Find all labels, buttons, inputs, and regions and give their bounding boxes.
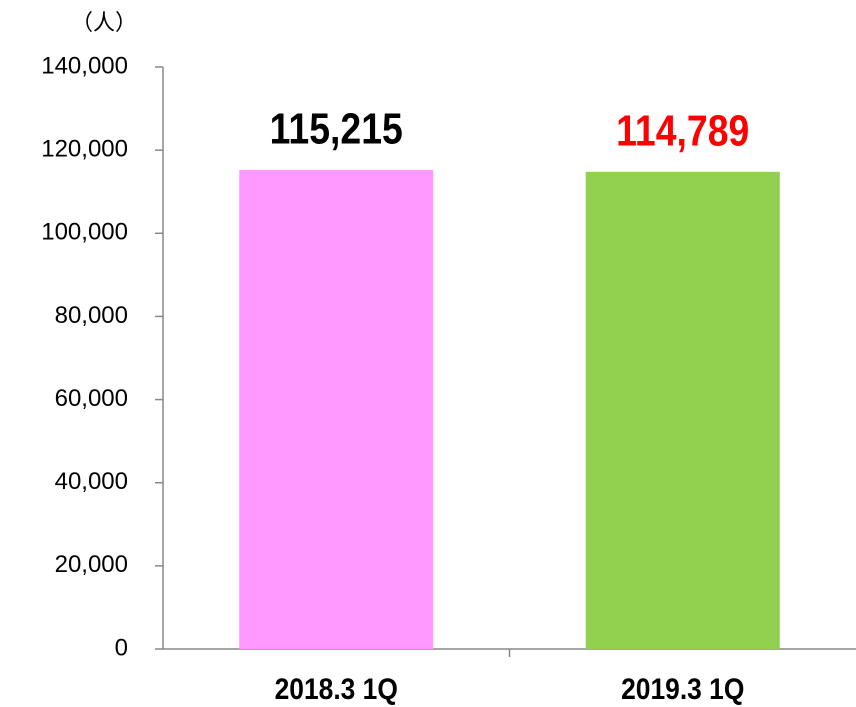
x-tick-label: 2019.3 1Q (621, 671, 744, 705)
value-label: 114,789 (616, 106, 749, 156)
y-tick-label: 100,000 (41, 219, 128, 246)
y-tick-label: 120,000 (41, 135, 128, 162)
y-tick-label: 0 (115, 634, 128, 661)
y-tick-label: 140,000 (41, 52, 128, 79)
y-tick-label: 20,000 (55, 551, 128, 578)
bar (239, 170, 434, 649)
y-tick-label: 40,000 (55, 468, 128, 495)
value-label: 115,215 (270, 104, 403, 154)
y-unit-label: （人） (71, 10, 137, 35)
y-tick-label: 80,000 (55, 302, 128, 329)
bar (585, 171, 780, 649)
x-tick-label: 2018.3 1Q (275, 671, 398, 705)
y-tick-label: 60,000 (55, 385, 128, 412)
